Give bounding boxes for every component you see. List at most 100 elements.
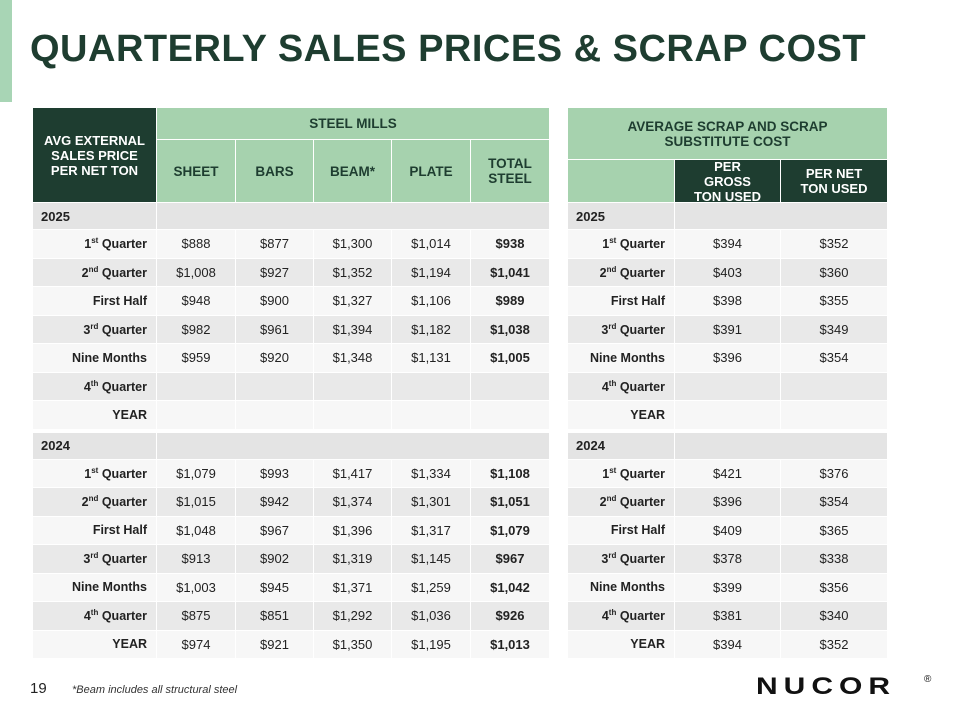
- value-cell: $403: [675, 258, 781, 287]
- row-label: First Half: [568, 287, 675, 316]
- value-cell: $926: [471, 602, 550, 631]
- value-cell: $900: [236, 287, 314, 316]
- row-label: YEAR: [33, 630, 157, 659]
- year-fill: [157, 203, 550, 230]
- label-text: First Half: [93, 523, 147, 537]
- row-label: First Half: [33, 516, 157, 545]
- label-post: Quarter: [616, 466, 665, 481]
- row-label: YEAR: [568, 630, 675, 659]
- value-cell: $1,041: [471, 258, 550, 287]
- column-header: SHEET: [157, 140, 236, 203]
- empty-cell: [675, 401, 781, 430]
- label-text: 4th Quarter: [84, 608, 147, 623]
- label-sup: rd: [90, 321, 99, 331]
- label-sup: rd: [90, 551, 99, 561]
- label-sup: rd: [608, 551, 617, 561]
- label-pre: First Half: [92, 523, 147, 538]
- label-post: Quarter: [616, 495, 665, 510]
- value-cell: $948: [157, 287, 236, 316]
- empty-cell: [781, 372, 888, 401]
- label-pre: 1: [602, 466, 610, 481]
- label-sup: nd: [606, 264, 617, 274]
- empty-cell: [314, 401, 392, 430]
- value-cell: $1,079: [471, 516, 550, 545]
- value-cell: $399: [675, 573, 781, 602]
- value-cell: $927: [236, 258, 314, 287]
- value-cell: $1,259: [392, 573, 471, 602]
- label-pre: 3: [601, 552, 609, 567]
- accent-bar: [0, 0, 12, 102]
- value-cell: $398: [675, 287, 781, 316]
- label-sup: nd: [88, 494, 99, 504]
- label-text: Nine Months: [72, 580, 147, 594]
- value-cell: $942: [236, 488, 314, 517]
- label-post: Quarter: [98, 322, 147, 337]
- empty-cell: [675, 372, 781, 401]
- label-text: First Half: [93, 294, 147, 308]
- empty-cell: [471, 401, 550, 430]
- year-label: 2025: [33, 203, 157, 230]
- header-fill: [568, 160, 675, 203]
- label-pre: YEAR: [630, 407, 665, 422]
- label-sup: st: [91, 465, 99, 475]
- value-cell: $967: [236, 516, 314, 545]
- value-cell: $1,352: [314, 258, 392, 287]
- row-label: 1st Quarter: [568, 459, 675, 488]
- label-text: 2nd Quarter: [600, 494, 665, 509]
- value-cell: $421: [675, 459, 781, 488]
- value-cell: $967: [471, 545, 550, 574]
- value-cell: $1,394: [314, 315, 392, 344]
- value-cell: $945: [236, 573, 314, 602]
- label-sup: rd: [608, 321, 617, 331]
- value-cell: $365: [781, 516, 888, 545]
- value-cell: $352: [781, 630, 888, 659]
- row-label: Nine Months: [568, 573, 675, 602]
- row-label: Nine Months: [568, 344, 675, 373]
- label-text: 3rd Quarter: [83, 322, 147, 337]
- value-cell: $902: [236, 545, 314, 574]
- value-cell: $913: [157, 545, 236, 574]
- value-cell: $993: [236, 459, 314, 488]
- empty-cell: [236, 372, 314, 401]
- label-pre: Nine Months: [72, 350, 147, 365]
- label-text: 2nd Quarter: [600, 265, 665, 280]
- value-cell: $938: [471, 230, 550, 259]
- value-cell: $378: [675, 545, 781, 574]
- value-cell: $974: [157, 630, 236, 659]
- value-cell: $982: [157, 315, 236, 344]
- row-label: 2nd Quarter: [568, 258, 675, 287]
- label-pre: YEAR: [630, 637, 665, 652]
- value-cell: $1,348: [314, 344, 392, 373]
- value-cell: $1,015: [157, 488, 236, 517]
- row-label: 3rd Quarter: [33, 545, 157, 574]
- label-post: Quarter: [616, 552, 665, 567]
- value-cell: $349: [781, 315, 888, 344]
- value-cell: $1,350: [314, 630, 392, 659]
- year-label: 2024: [568, 432, 675, 460]
- label-text: First Half: [611, 523, 665, 537]
- label-text: 1st Quarter: [602, 236, 665, 251]
- value-cell: $1,374: [314, 488, 392, 517]
- value-cell: $391: [675, 315, 781, 344]
- value-cell: $394: [675, 630, 781, 659]
- label-post: Quarter: [98, 265, 147, 280]
- label-sup: th: [608, 378, 617, 388]
- label-post: Quarter: [98, 379, 147, 394]
- label-post: Quarter: [616, 265, 665, 280]
- empty-cell: [157, 372, 236, 401]
- value-cell: $1,417: [314, 459, 392, 488]
- label-pre: Nine Months: [590, 350, 665, 365]
- value-cell: $1,396: [314, 516, 392, 545]
- label-pre: First Half: [92, 293, 147, 308]
- label-text: YEAR: [630, 408, 665, 422]
- value-cell: $1,334: [392, 459, 471, 488]
- label-pre: 2: [599, 265, 607, 280]
- year-label: 2024: [33, 432, 157, 460]
- row-label: 2nd Quarter: [33, 258, 157, 287]
- label-pre: YEAR: [112, 407, 147, 422]
- label-pre: 1: [602, 237, 610, 252]
- value-cell: $920: [236, 344, 314, 373]
- row-label: YEAR: [33, 401, 157, 430]
- label-post: Quarter: [616, 379, 665, 394]
